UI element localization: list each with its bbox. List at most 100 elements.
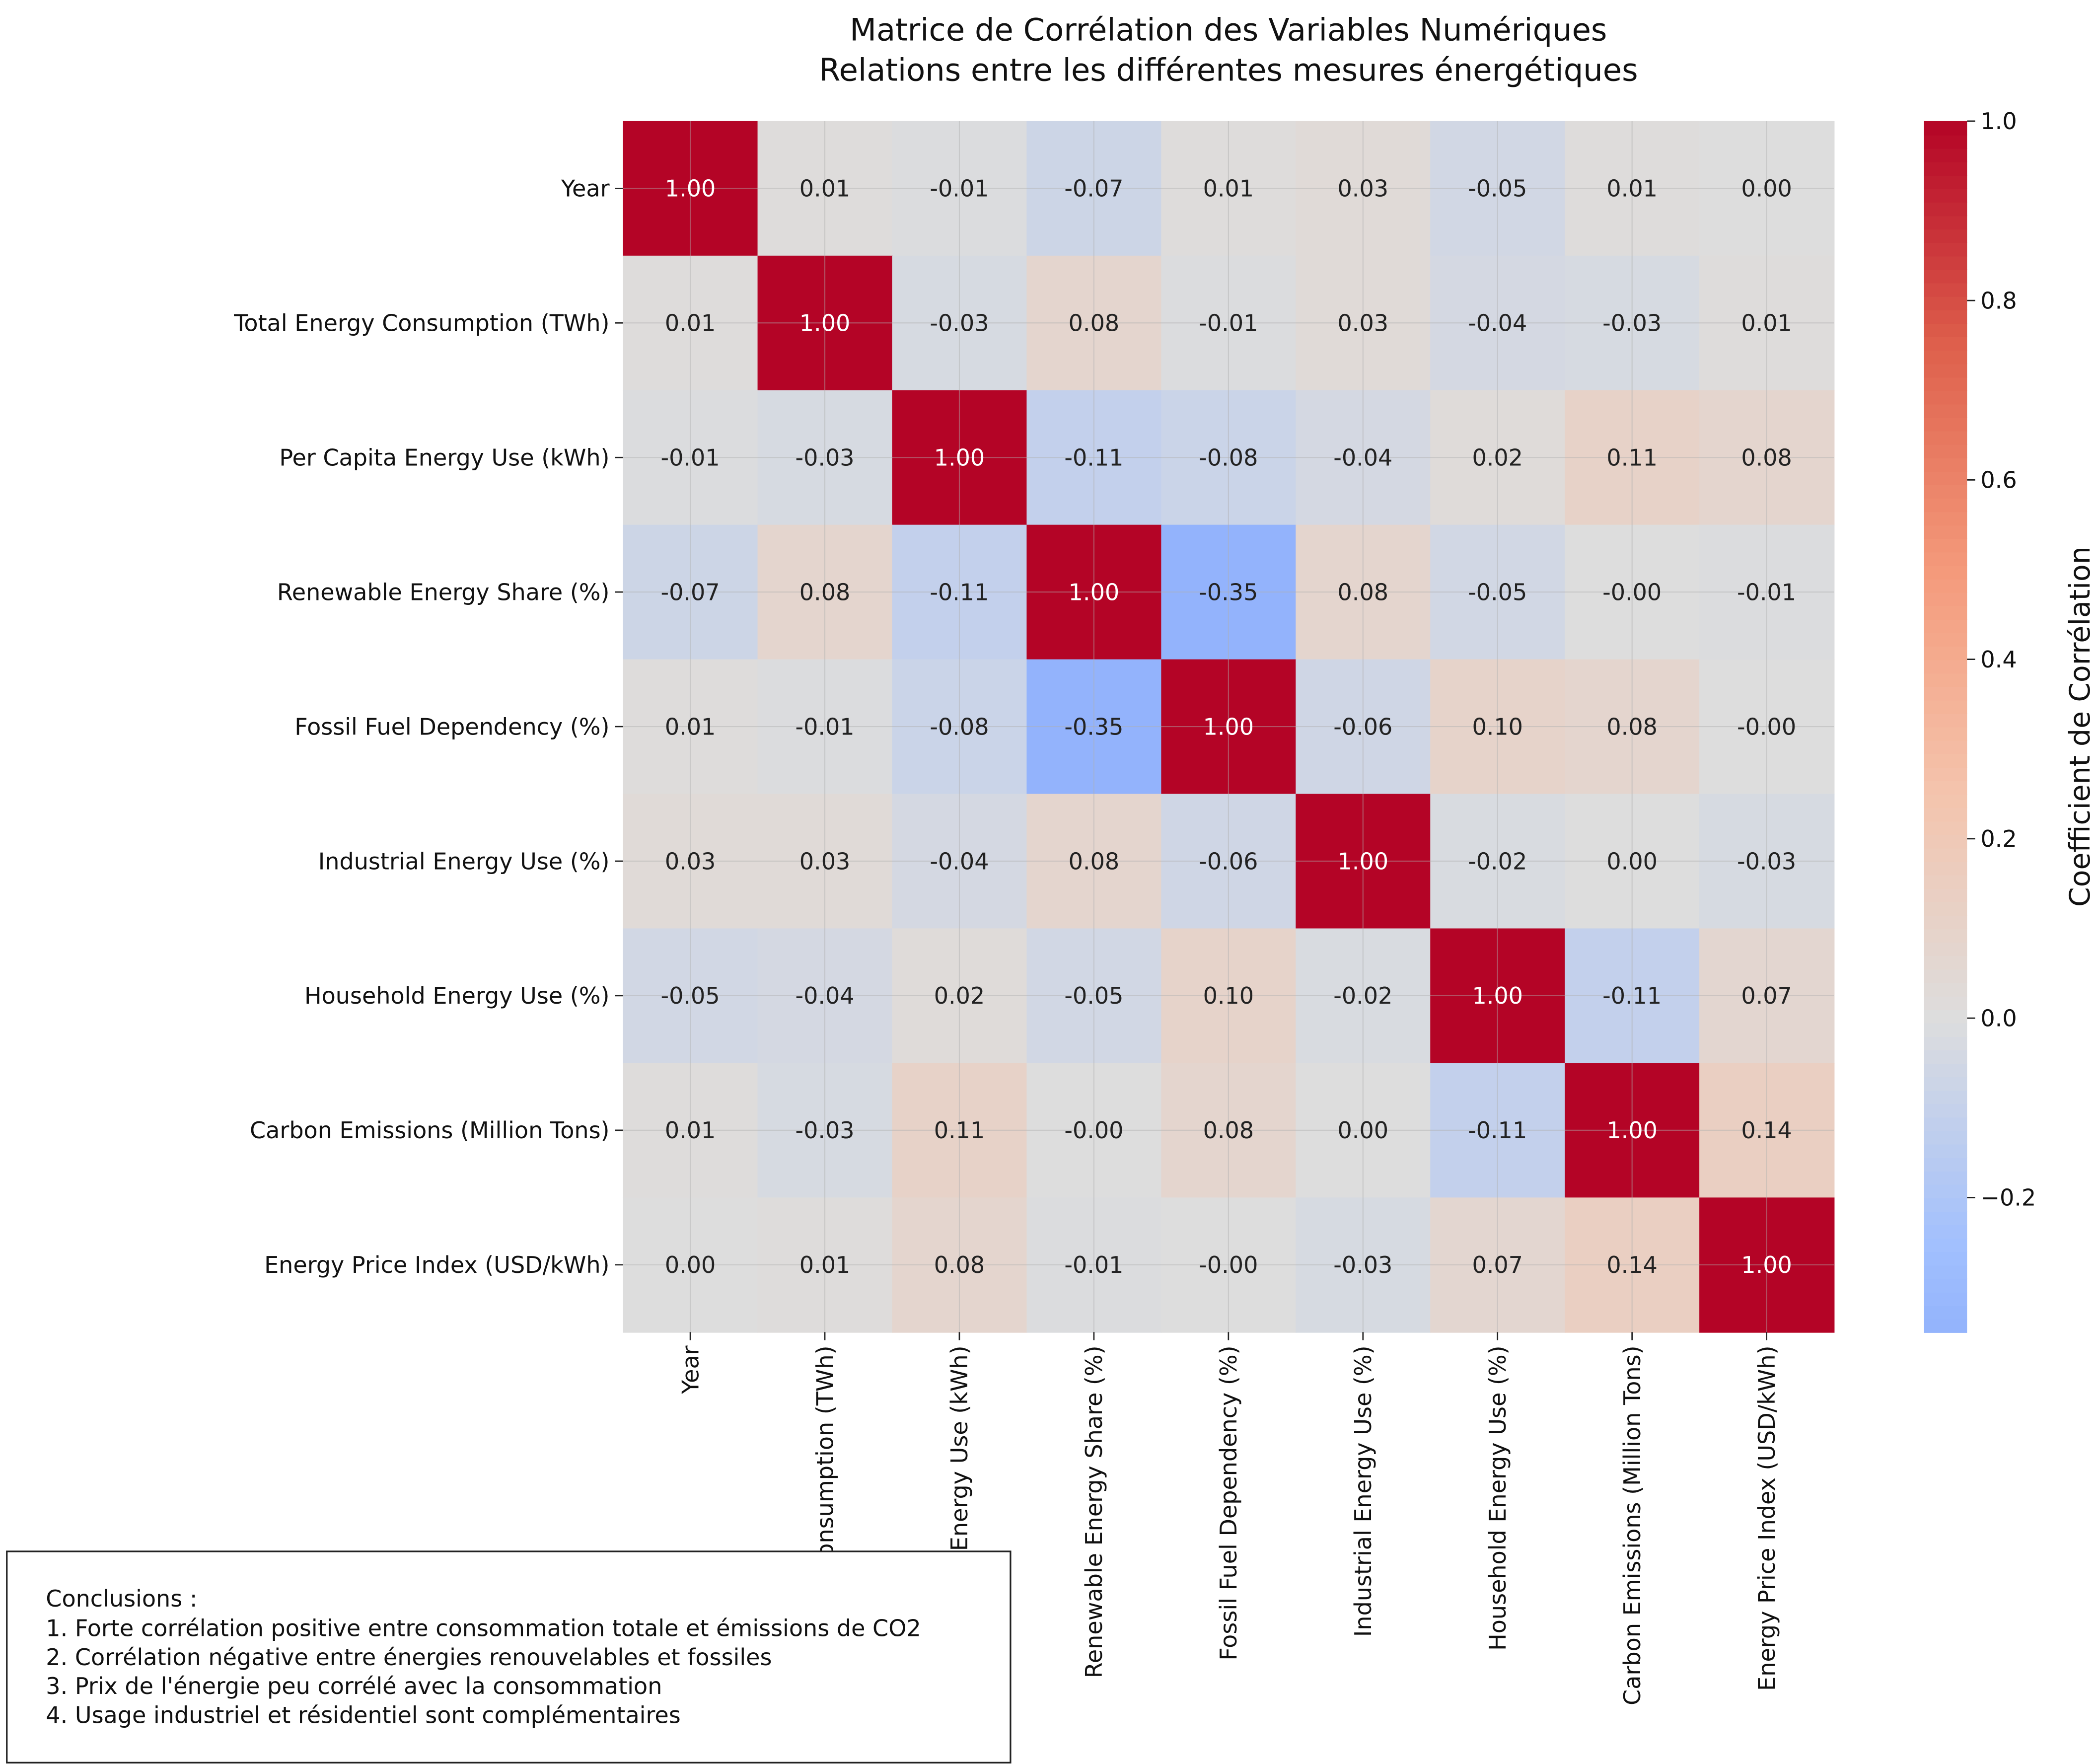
heatmap-cell — [757, 794, 893, 929]
cell-label: -0.01 — [930, 175, 989, 202]
cell-label: 1.00 — [934, 444, 985, 471]
heatmap-cell — [1430, 659, 1566, 795]
heatmap-cell — [1699, 1197, 1835, 1333]
cell-label: 0.08 — [799, 579, 851, 605]
x-tick-label: Year — [677, 1345, 704, 1395]
colorbar-step — [1924, 228, 1967, 243]
heatmap-cell — [1161, 1063, 1297, 1198]
colorbar-step — [1924, 1238, 1967, 1252]
cell-label: 1.00 — [665, 175, 716, 202]
heatmap-cell — [1699, 659, 1835, 795]
heatmap-cell — [1430, 524, 1566, 660]
colorbar-step — [1924, 995, 1967, 1010]
colorbar-step — [1924, 403, 1967, 418]
colorbar-step — [1924, 713, 1967, 728]
colorbar-step — [1924, 148, 1967, 162]
colorbar-step — [1924, 1197, 1967, 1212]
colorbar-step — [1924, 471, 1967, 486]
annotation-line: 4. Usage industriel et résidentiel sont … — [46, 1701, 680, 1728]
colorbar-step — [1924, 188, 1967, 203]
colorbar-step — [1924, 928, 1967, 943]
colorbar-step — [1924, 942, 1967, 956]
cell-label: 0.00 — [1338, 1117, 1389, 1144]
colorbar-step — [1924, 901, 1967, 916]
heatmap-cell — [757, 928, 893, 1064]
cell-label: 0.01 — [799, 1251, 851, 1278]
colorbar-step — [1924, 888, 1967, 902]
colorbar-step — [1924, 632, 1967, 647]
heatmap-cell — [623, 1063, 758, 1198]
colorbar-step — [1924, 498, 1967, 513]
cell-label: -0.04 — [930, 848, 989, 875]
heatmap-cell — [1565, 255, 1700, 391]
heatmap-cell — [1430, 928, 1566, 1064]
cell-label: -0.06 — [1333, 713, 1392, 740]
cell-label: -0.11 — [1602, 982, 1662, 1009]
cell-label: -0.02 — [1468, 848, 1527, 875]
colorbar-step — [1924, 807, 1967, 822]
y-tick-label: Renewable Energy Share (%) — [277, 579, 610, 605]
x-tick-label: Renewable Energy Share (%) — [1081, 1345, 1107, 1678]
heatmap-cell — [1161, 1197, 1297, 1333]
heatmap-cell — [1161, 524, 1297, 660]
colorbar-step — [1924, 309, 1967, 324]
colorbar-step — [1924, 727, 1967, 741]
cell-label: -0.11 — [930, 579, 989, 605]
cell-label: 0.01 — [665, 310, 716, 337]
x-tick-label: Fossil Fuel Dependency (%) — [1215, 1345, 1242, 1660]
colorbar-step — [1924, 1292, 1967, 1306]
heatmap-cell — [1565, 524, 1700, 660]
cell-label: 0.01 — [1741, 310, 1792, 337]
cell-label: 0.11 — [1606, 444, 1658, 471]
heatmap-cell — [1296, 390, 1431, 526]
cell-label: 0.00 — [665, 1251, 716, 1278]
colorbar-step — [1924, 1224, 1967, 1239]
annotation-frame — [6, 1550, 1012, 1764]
heatmap-cell — [623, 121, 758, 257]
colorbar-step — [1924, 875, 1967, 889]
cell-label: -0.01 — [1064, 1251, 1123, 1278]
colorbar-step — [1924, 457, 1967, 472]
heatmap-cell — [1026, 390, 1162, 526]
cell-label: 0.10 — [1203, 982, 1254, 1009]
colorbar-step — [1924, 780, 1967, 795]
colorbar-step — [1924, 1278, 1967, 1293]
colorbar-step — [1924, 1090, 1967, 1104]
x-tick-label: Carbon Emissions (Million Tons) — [1619, 1345, 1646, 1705]
heatmap-cell — [892, 1197, 1027, 1333]
cell-label: -0.00 — [1199, 1251, 1258, 1278]
heatmap-cell — [1026, 928, 1162, 1064]
heatmap-cell — [1565, 659, 1700, 795]
heatmap-cell — [892, 390, 1027, 526]
cell-label: 0.02 — [934, 982, 985, 1009]
heatmap-cell — [892, 524, 1027, 660]
cell-label: 0.03 — [1338, 310, 1389, 337]
heatmap-cell — [1430, 1197, 1566, 1333]
colorbar-step — [1924, 538, 1967, 553]
cell-label: 1.00 — [799, 310, 851, 337]
colorbar-step — [1924, 982, 1967, 997]
heatmap-cell — [1296, 121, 1431, 257]
cell-label: 0.08 — [1606, 713, 1658, 740]
heatmap-cell — [623, 659, 758, 795]
cell-label: 1.00 — [1203, 713, 1254, 740]
heatmap-cell — [1161, 928, 1297, 1064]
y-tick-label: Per Capita Energy Use (kWh) — [279, 444, 609, 471]
cell-label: -0.03 — [1737, 848, 1796, 875]
colorbar-step — [1924, 794, 1967, 808]
colorbar-step — [1924, 444, 1967, 458]
colorbar-step — [1924, 686, 1967, 701]
colorbar-step — [1924, 820, 1967, 835]
colorbar-step — [1924, 376, 1967, 391]
colorbar: −0.2 0.0 0.2 0.4 0.6 0.8 1.0 Coefficient de Cor… — [1924, 108, 2097, 1333]
cell-label: -0.03 — [1333, 1251, 1392, 1278]
cell-label: -0.01 — [795, 713, 854, 740]
colorbar-step — [1924, 605, 1967, 620]
cell-label: 0.01 — [665, 713, 716, 740]
annotation-box: Conclusions : 1. Forte corrélation positi… — [6, 1550, 1012, 1764]
colorbar-tick-label: 1.0 — [1980, 108, 2017, 135]
cell-label: 0.03 — [799, 848, 851, 875]
cell-label: 0.08 — [1069, 310, 1120, 337]
cell-label: 0.07 — [1741, 982, 1792, 1009]
